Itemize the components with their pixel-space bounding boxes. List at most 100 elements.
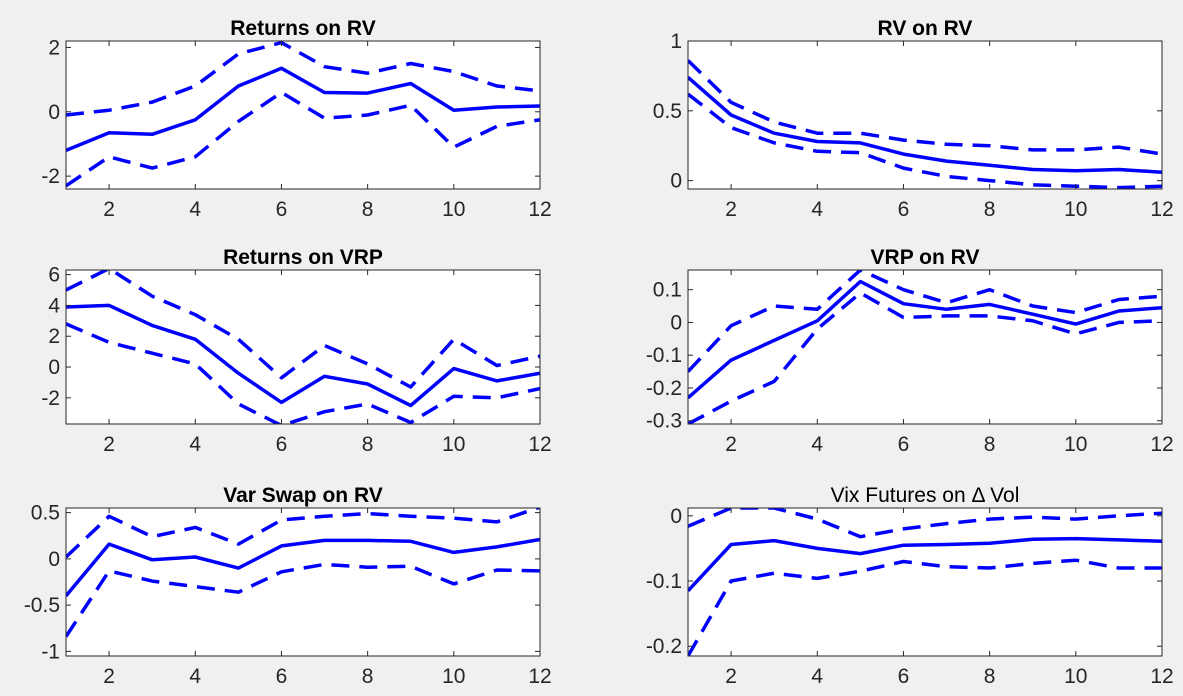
- y-tick-label: -0.3: [646, 410, 682, 433]
- lower-band-line: [688, 291, 1162, 424]
- y-tick-label: -0.5: [24, 594, 60, 617]
- x-tick-label: 6: [276, 665, 288, 688]
- subplot-3: 2 4 6 8 10 12 -2 0 2 4 6 Returns on VRP: [41, 246, 551, 456]
- y-tick-label: 1: [670, 30, 682, 53]
- subplot-2: 2 4 6 8 10 12 0 0.5 1 RV on RV: [653, 17, 1174, 221]
- chart-title: RV on RV: [878, 17, 973, 40]
- x-tick-label: 6: [276, 433, 288, 456]
- lower-band-line: [688, 558, 1162, 656]
- x-tick-label: 4: [811, 198, 823, 221]
- y-tick-label: 2: [48, 325, 60, 348]
- x-tick-label: 8: [984, 665, 996, 688]
- axes-box: [65, 269, 541, 425]
- plot-area: [688, 508, 1162, 656]
- plot-area: [688, 41, 1162, 189]
- y-tick-label: 0: [48, 101, 60, 124]
- lower-band-line: [66, 322, 540, 424]
- subplot-grid: 2 4 6 8 10 12 -2 0 2 Returns on RV 2 4 6 8 10 12 0 0.5 1 RV…: [24, 17, 1174, 688]
- series-group: [688, 508, 1162, 656]
- estimate-line: [688, 279, 1162, 400]
- upper-band-line: [66, 508, 540, 559]
- chart-title: Var Swap on RV: [223, 484, 383, 507]
- x-tick-label: 8: [984, 198, 996, 221]
- estimate-line: [66, 537, 540, 598]
- x-tick-label: 10: [442, 433, 465, 456]
- upper-band-line: [688, 59, 1162, 156]
- x-tick-label: 4: [189, 198, 201, 221]
- x-tick-label: 10: [1064, 433, 1087, 456]
- x-tick-label: 8: [362, 198, 374, 221]
- x-tick-label: 4: [811, 665, 823, 688]
- x-tick-label: 10: [442, 198, 465, 221]
- upper-band-line: [688, 508, 1162, 539]
- estimate-line: [688, 75, 1162, 174]
- x-tick-label: 8: [362, 665, 374, 688]
- y-tick-label: 2: [48, 36, 60, 59]
- x-tick-label: 6: [898, 665, 910, 688]
- upper-band-line: [688, 270, 1162, 373]
- plot-area: [66, 270, 540, 424]
- chart-title: Vix Futures on Δ Vol: [831, 484, 1020, 507]
- x-tick-label: 12: [528, 433, 551, 456]
- x-tick-label: 8: [984, 433, 996, 456]
- y-tick-label: 0: [670, 505, 682, 528]
- lower-band-line: [66, 90, 540, 188]
- axes-box: [687, 269, 1163, 425]
- y-tick-label: -0.2: [646, 377, 682, 400]
- x-tick-label: 12: [1150, 198, 1173, 221]
- estimate-line: [66, 303, 540, 408]
- series-group: [66, 508, 540, 638]
- x-tick-label: 2: [725, 665, 737, 688]
- y-tick-label: 6: [48, 264, 60, 287]
- x-tick-label: 6: [276, 198, 288, 221]
- subplot-6: 2 4 6 8 10 12 -0.2 -0.1 0 Vix Futures on Δ Vol: [646, 484, 1174, 688]
- x-tick-label: 12: [528, 665, 551, 688]
- lower-band-line: [688, 92, 1162, 189]
- y-tick-label: 0: [670, 170, 682, 193]
- y-tick-label: 0: [48, 356, 60, 379]
- lower-band-line: [66, 562, 540, 638]
- y-tick-label: 0.5: [653, 100, 682, 123]
- upper-band-line: [66, 41, 540, 117]
- y-tick-label: -0.2: [646, 635, 682, 658]
- series-group: [688, 270, 1162, 424]
- series-group: [66, 41, 540, 188]
- x-tick-label: 10: [1064, 665, 1087, 688]
- series-group: [688, 59, 1162, 189]
- y-tick-label: -1: [41, 640, 60, 663]
- chart-title: Returns on VRP: [223, 246, 383, 269]
- series-group: [66, 270, 540, 424]
- x-tick-label: 8: [362, 433, 374, 456]
- upper-band-line: [66, 270, 540, 389]
- estimate-line: [66, 66, 540, 153]
- y-tick-label: -0.1: [646, 570, 682, 593]
- y-tick-label: 4: [48, 294, 60, 317]
- x-tick-label: 4: [189, 433, 201, 456]
- x-tick-label: 2: [103, 433, 115, 456]
- x-tick-label: 4: [811, 433, 823, 456]
- y-tick-label: -2: [41, 165, 60, 188]
- axes-box: [65, 40, 541, 190]
- x-tick-label: 6: [898, 433, 910, 456]
- x-tick-label: 2: [725, 433, 737, 456]
- x-tick-label: 4: [189, 665, 201, 688]
- x-tick-label: 2: [103, 665, 115, 688]
- estimate-line: [688, 536, 1162, 592]
- axes-box: [687, 40, 1163, 190]
- y-tick-label: -2: [41, 387, 60, 410]
- x-tick-label: 2: [103, 198, 115, 221]
- y-tick-label: -0.1: [646, 344, 682, 367]
- x-tick-label: 10: [1064, 198, 1087, 221]
- y-tick-label: 0.5: [31, 502, 60, 525]
- x-tick-label: 10: [442, 665, 465, 688]
- y-tick-label: 0.1: [653, 279, 682, 302]
- y-tick-label: 0: [670, 311, 682, 334]
- x-tick-label: 12: [528, 198, 551, 221]
- chart-title: Returns on RV: [230, 17, 375, 40]
- axes-box: [687, 507, 1163, 657]
- x-tick-label: 12: [1150, 665, 1173, 688]
- subplot-4: 2 4 6 8 10 12 -0.3 -0.2 -0.1 0 0.1 VRP on RV: [646, 246, 1174, 456]
- x-tick-label: 6: [898, 198, 910, 221]
- subplot-1: 2 4 6 8 10 12 -2 0 2 Returns on RV: [41, 17, 551, 221]
